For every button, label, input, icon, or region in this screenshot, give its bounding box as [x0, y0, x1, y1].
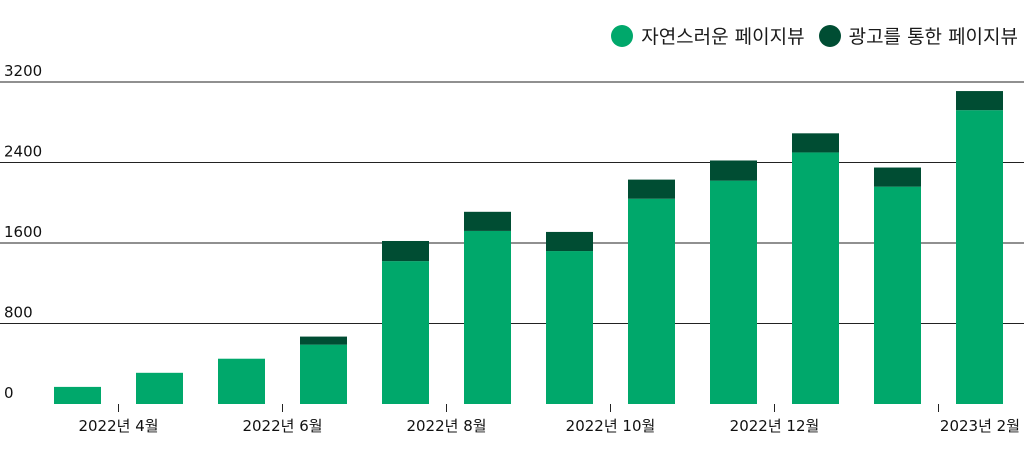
bar-ads: [546, 231, 593, 252]
bar-organic: [54, 386, 101, 404]
legend-item-organic: 자연스러운 페이지뷰: [611, 22, 805, 49]
bar-organic: [218, 358, 265, 404]
bar-ads: [382, 240, 429, 262]
bar-organic: [956, 110, 1003, 405]
y-tick-label: 1600: [4, 223, 42, 241]
bar-ads: [792, 133, 839, 153]
bar-ads: [464, 211, 511, 231]
bar-organic: [792, 152, 839, 404]
bar-ads: [300, 336, 347, 345]
legend-swatch-ads: [818, 24, 841, 47]
x-tick-label: 2022년 12월: [730, 417, 820, 435]
bar-ads: [710, 160, 757, 181]
legend-label-organic: 자연스러운 페이지뷰: [641, 26, 805, 48]
bar-organic: [464, 230, 511, 404]
legend-label-ads: 광고를 통한 페이지뷰: [848, 26, 1018, 48]
y-tick-label: 0: [4, 384, 14, 402]
legend-swatch-organic: [611, 24, 634, 47]
bar-ads: [956, 91, 1003, 111]
bar-organic: [874, 186, 921, 404]
legend-item-ads: 광고를 통한 페이지뷰: [818, 22, 1018, 49]
bar-ads: [874, 167, 921, 187]
x-tick-label: 2022년 6월: [242, 417, 322, 435]
y-tick-label: 2400: [4, 143, 42, 161]
x-tick-label: 2022년 4월: [78, 417, 158, 435]
x-tick-label: 2023년 2월: [940, 417, 1020, 435]
bar-organic: [628, 198, 675, 404]
y-tick-label: 3200: [4, 62, 42, 80]
x-tick-label: 2022년 8월: [406, 417, 486, 435]
bar-ads: [628, 179, 675, 199]
bar-organic: [382, 261, 429, 404]
chart-legend: 자연스러운 페이지뷰 광고를 통한 페이지뷰: [611, 22, 1018, 49]
x-tick-label: 2022년 10월: [566, 417, 656, 435]
bar-organic: [300, 344, 347, 404]
bar-organic: [710, 180, 757, 404]
bar-organic: [136, 372, 183, 404]
bar-organic: [546, 251, 593, 404]
y-tick-label: 800: [4, 304, 33, 322]
